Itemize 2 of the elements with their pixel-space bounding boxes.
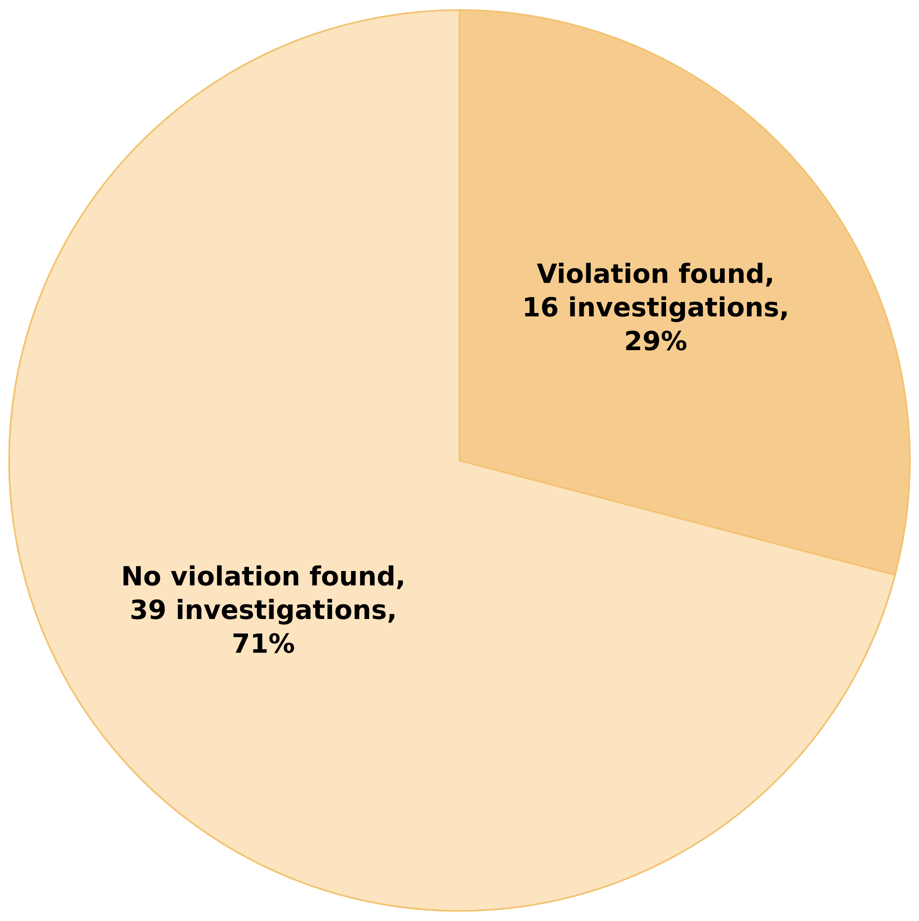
data-label: Violation found, 16 investigations, 29% bbox=[525, 262, 787, 351]
data-label: No violation found, 39 investigations, 71% bbox=[124, 565, 403, 654]
